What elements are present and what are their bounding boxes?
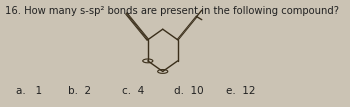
Text: d.  10: d. 10	[174, 86, 204, 96]
Text: c.  4: c. 4	[122, 86, 144, 96]
Text: e.  12: e. 12	[226, 86, 255, 96]
Text: 16. How many s-sp² bonds are present in the following compound?: 16. How many s-sp² bonds are present in …	[5, 6, 339, 16]
Text: a.   1: a. 1	[16, 86, 42, 96]
Text: b.  2: b. 2	[68, 86, 91, 96]
